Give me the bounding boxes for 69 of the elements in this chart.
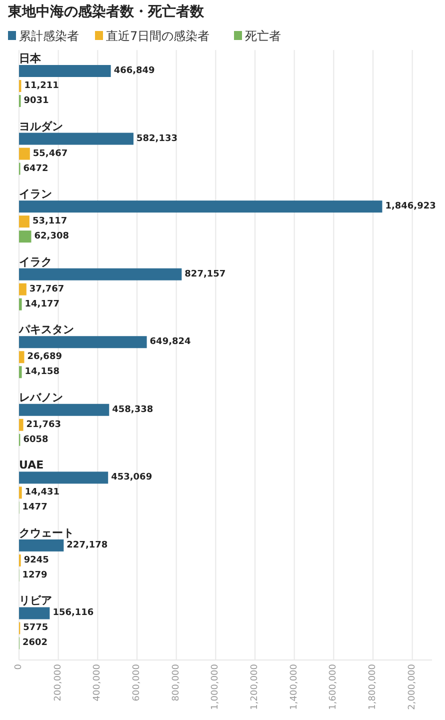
- y-tick-label: イラク: [19, 255, 52, 268]
- data-label: 21,763: [26, 420, 62, 430]
- x-tick-label: 1,000,000: [210, 664, 221, 710]
- data-label: 649,824: [150, 337, 191, 348]
- bar: [19, 404, 110, 416]
- data-label: 14,177: [24, 299, 60, 310]
- data-label: 11,211: [24, 81, 59, 91]
- data-label: 582,133: [136, 134, 178, 144]
- chart-title: 東地中海の感染者数・死亡者数: [7, 3, 205, 20]
- data-label: 26,689: [27, 352, 62, 362]
- bar: [19, 351, 24, 364]
- legend-label: 死亡者: [245, 29, 281, 43]
- y-tick-label: ヨルダン: [19, 120, 63, 133]
- y-tick-label: UAE: [19, 458, 44, 472]
- bar: [19, 283, 26, 296]
- bar: [19, 148, 30, 160]
- legend-label: 直近7日間の感染者: [106, 29, 210, 43]
- bar: [19, 607, 50, 620]
- data-label: 466,849: [114, 66, 155, 76]
- y-tick-label: リビア: [19, 594, 52, 608]
- data-label: 14,158: [24, 367, 60, 378]
- data-label: 1477: [22, 502, 48, 513]
- x-tick-label: 1,400,000: [289, 664, 300, 710]
- data-label: 827,157: [184, 269, 226, 280]
- data-label: 453,069: [111, 472, 152, 483]
- data-label: 53,117: [32, 216, 68, 227]
- data-label: 55,467: [32, 148, 68, 159]
- x-tick-label: 1,600,000: [328, 664, 339, 710]
- data-label: 9245: [24, 555, 49, 566]
- data-label: 1,846,923: [385, 202, 436, 212]
- data-label: 458,338: [112, 404, 154, 415]
- x-tick-label: 800,000: [171, 664, 182, 702]
- y-tick-label: クウェート: [19, 526, 74, 540]
- data-label: 227,178: [66, 540, 108, 550]
- x-tick-label: 0: [14, 664, 24, 670]
- bar: [19, 298, 22, 310]
- data-label: 5775: [23, 623, 48, 634]
- data-label: 2602: [22, 638, 48, 648]
- bar: [19, 216, 30, 228]
- y-tick-label: イラン: [19, 188, 52, 201]
- bar: [19, 539, 64, 552]
- bar: [19, 472, 108, 484]
- data-label: 62,308: [34, 232, 69, 242]
- bar: [19, 65, 111, 77]
- x-tick-label: 1,800,000: [368, 664, 378, 710]
- y-tick-label: パキスタン: [18, 323, 74, 336]
- bar: [19, 486, 22, 499]
- data-label: 6472: [23, 164, 48, 174]
- data-label: 37,767: [29, 284, 64, 294]
- bar: [19, 418, 24, 431]
- bar: [19, 268, 182, 280]
- y-tick-label: 日本: [19, 52, 42, 65]
- data-label: 6058: [23, 434, 48, 445]
- x-tick-label: 600,000: [132, 664, 142, 702]
- bar: [19, 366, 22, 378]
- bar: [19, 336, 147, 348]
- data-label: 1279: [22, 570, 48, 580]
- x-tick-label: 200,000: [53, 664, 64, 702]
- x-tick-label: 400,000: [92, 664, 103, 702]
- x-tick-label: 1,200,000: [250, 664, 260, 710]
- bar: [19, 132, 134, 145]
- legend-label: 累計感染者: [19, 29, 79, 43]
- bar: [19, 200, 382, 213]
- bar: [19, 230, 32, 243]
- data-label: 9031: [24, 96, 49, 106]
- data-label: 14,431: [24, 488, 60, 498]
- data-label: 156,116: [52, 608, 94, 618]
- x-tick-label: 2,000,000: [407, 664, 418, 710]
- y-tick-label: レバノン: [19, 390, 63, 404]
